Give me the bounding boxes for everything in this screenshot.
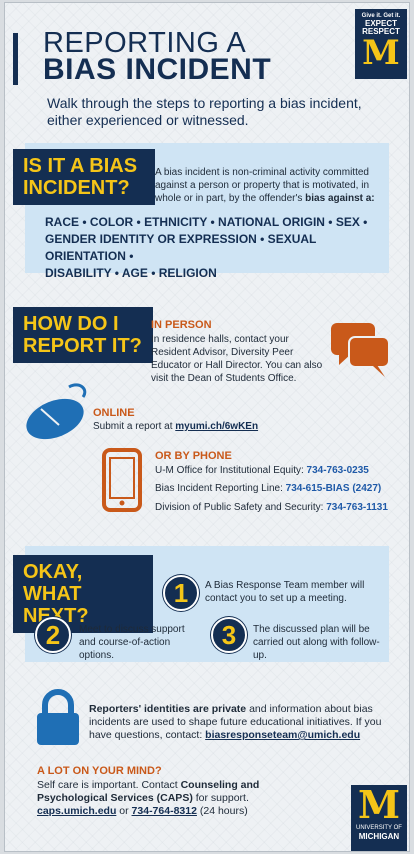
section-heading-is-it-bias: IS IT A BIAS INCIDENT? [13, 149, 155, 205]
phone-label: Division of Public Safety and Security: [155, 502, 324, 513]
smartphone-icon [102, 448, 142, 512]
block-m-logo: M [357, 782, 401, 827]
badge-tagline-1: Give it. Get it. [361, 13, 401, 19]
university-of-michigan-logo: M UNIVERSITY OF MICHIGAN [351, 785, 407, 851]
footer-or: or [119, 805, 129, 817]
phone-line-1: U-M Office for Institutional Equity: 734… [155, 464, 369, 477]
protected-categories: RACE • COLOR • ETHNICITY • NATIONAL ORIG… [45, 214, 385, 282]
heading-line: HOW DO I [23, 313, 119, 335]
in-person-title: IN PERSON [151, 319, 212, 331]
in-person-text: In residence halls, contact your Residen… [151, 334, 323, 384]
categories-line: DISABILITY • AGE • RELIGION [45, 266, 217, 280]
caps-phone[interactable]: 734-764-8312 [131, 805, 197, 817]
online-text: Submit a report at myumi.ch/6wKEn [93, 420, 258, 433]
phone-label: Bias Incident Reporting Line: [155, 483, 283, 494]
online-report-link[interactable]: myumi.ch/6wKEn [175, 421, 259, 432]
badge-tagline-3: RESPECT [362, 27, 400, 36]
phone-number[interactable]: 734-763-1131 [326, 502, 388, 513]
online-title: ONLINE [93, 407, 135, 419]
computer-mouse-icon [26, 383, 87, 440]
heading-line: INCIDENT? [23, 177, 130, 199]
phone-label: U-M Office for Institutional Equity: [155, 465, 304, 476]
categories-line: RACE • COLOR • ETHNICITY • NATIONAL ORIG… [45, 215, 368, 229]
caps-link[interactable]: caps.umich.edu [37, 805, 117, 817]
step-text-1: A Bias Response Team member will contact… [205, 580, 365, 604]
privacy-text: Reporters' identities are private and in… [89, 703, 389, 742]
section-heading-what-next: OKAY, WHAT NEXT? [13, 555, 153, 633]
privacy-body: and information about bias incidents are… [89, 703, 382, 741]
intro-text: Walk through the steps to reporting a bi… [47, 95, 362, 128]
expect-respect-badge: Give it. Get it. EXPECT RESPECT M [355, 9, 407, 79]
heading-line: REPORT IT? [23, 335, 142, 357]
heading-line: OKAY, WHAT [23, 561, 83, 605]
block-m-logo: M [362, 33, 400, 73]
phone-line-2: Bias Incident Reporting Line: 734-615-BI… [155, 482, 381, 495]
phone-line-3: Division of Public Safety and Security: … [155, 501, 388, 514]
heading-line: IS IT A BIAS [23, 155, 138, 177]
speech-bubbles-icon [331, 323, 390, 377]
caps-name: Counseling and Psychological Services (C… [37, 779, 260, 804]
definition-bold: bias against a: [305, 193, 375, 204]
step-number-2: 2 [35, 617, 71, 653]
infographic-page: REPORTING A BIAS INCIDENT Give it. Get i… [4, 2, 410, 852]
definition-text: A bias incident is non-criminal activity… [155, 167, 370, 204]
step-number-3: 3 [211, 617, 247, 653]
categories-line: GENDER IDENTITY OR EXPRESSION • SEXUAL O… [45, 232, 317, 263]
section-heading-how-report: HOW DO I REPORT IT? [13, 307, 153, 363]
bias-definition-text: A bias incident is non-criminal activity… [155, 166, 383, 205]
step-text-2: Meet to discuss support and course-of-ac… [79, 624, 185, 661]
privacy-bold: Reporters' identities are private [89, 703, 247, 715]
footer-text-2: for support. [195, 792, 249, 804]
logo-text-1: UNIVERSITY OF [356, 825, 402, 831]
step-number-1: 1 [163, 575, 199, 611]
padlock-icon [37, 689, 79, 745]
bias-response-email-link[interactable]: biasresponseteam@umich.edu [205, 729, 361, 741]
page-title-line2: BIAS INCIDENT [43, 53, 272, 86]
footer-title: A LOT ON YOUR MIND? [37, 765, 162, 777]
badge-tagline-2: EXPECT [364, 19, 397, 28]
phone-title: OR BY PHONE [155, 450, 232, 462]
page-title-line1: REPORTING A [43, 27, 247, 59]
footer-text: Self care is important. Contact Counseli… [37, 779, 277, 818]
title-accent-bar [13, 33, 18, 85]
phone-number[interactable]: 734-615-BIAS (2427) [285, 483, 382, 494]
logo-text-2: MICHIGAN [358, 832, 400, 841]
footer-text-1: Self care is important. Contact [37, 779, 178, 791]
phone-number[interactable]: 734-763-0235 [306, 465, 369, 476]
online-label: Submit a report at [93, 421, 173, 432]
step-text-3: The discussed plan will be carried out a… [253, 624, 380, 661]
caps-hours: (24 hours) [199, 805, 248, 817]
